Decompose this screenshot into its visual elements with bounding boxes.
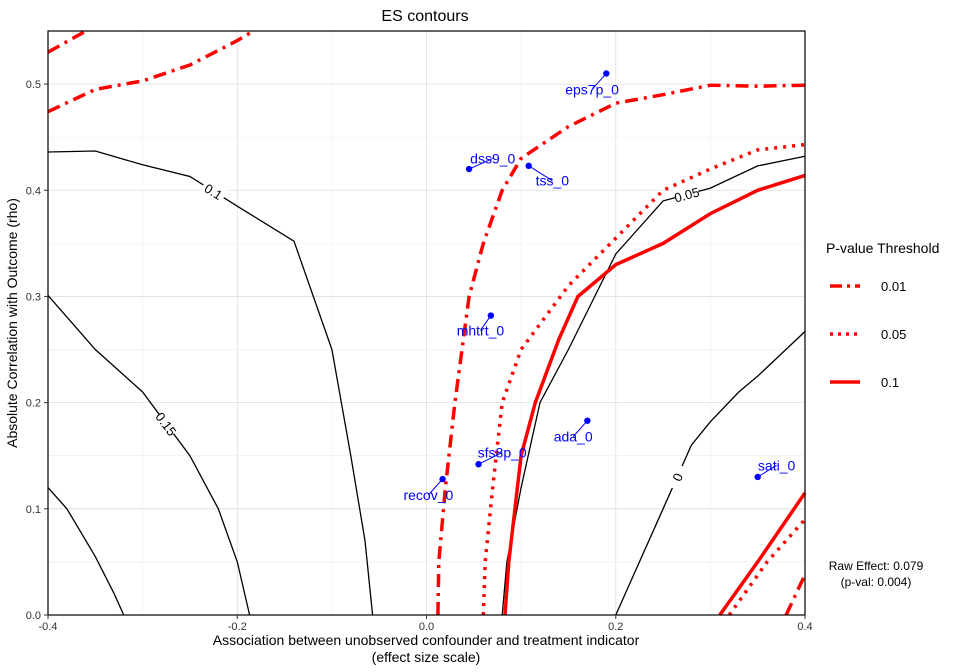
covariate-point (603, 70, 610, 77)
y-axis-label: Absolute Correlation with Outcome (rho) (4, 198, 20, 448)
legend-label: 0.01 (881, 279, 906, 294)
x-axis-label: Association between unobserved confounde… (213, 632, 640, 648)
raw-effect-annotation: Raw Effect: 0.079 (p-val: 0.004) (829, 559, 924, 589)
covariate-leader-line (528, 165, 553, 182)
legend-title: P-value Threshold (826, 240, 939, 256)
y-tick-label: 0.3 (26, 291, 41, 303)
covariate-point (584, 417, 591, 424)
threshold-line-0.01 (47, 29, 255, 114)
x-tick-label: 0.0 (419, 621, 434, 633)
x-tick-label: 0.2 (608, 621, 623, 633)
y-axis: 0.0 0.1 0.2 0.3 0.4 0.5 (26, 79, 48, 622)
covariate-label: ada_0 (554, 429, 593, 445)
y-tick-label: 0.5 (26, 79, 41, 91)
covariate-leader-line (591, 73, 607, 90)
y-tick-label: 0.2 (26, 398, 41, 410)
covariate-label: sfs8p_0 (478, 445, 527, 461)
legend-entry-0.05: 0.05 (830, 327, 906, 342)
contour-label: 0.05 (673, 184, 701, 205)
plot-area: 0.150.1 0.050 eps7p_0dss9_0tss_0mhtrt_0ad… (47, 29, 807, 617)
legend-label: 0.05 (881, 327, 906, 342)
covariate-leader-line (572, 420, 588, 437)
covariate-label: tss_0 (536, 173, 570, 189)
legend-entry-0.1: 0.1 (830, 375, 899, 390)
chart-title: ES contours (381, 8, 468, 25)
threshold-line-0.05 (727, 518, 807, 617)
es-contour-line (47, 150, 374, 616)
x-axis: -0.4 -0.2 0.0 0.2 0.4 (39, 615, 813, 633)
threshold-line-0.01 (47, 29, 87, 54)
covariate-point (487, 312, 495, 319)
covariate-label: dss9_0 (470, 150, 515, 166)
covariate-label: eps7p_0 (565, 81, 619, 97)
es-contour-line (47, 294, 251, 616)
p-value-threshold-lines (47, 29, 807, 617)
covariate-point (475, 461, 482, 468)
raw-effect-pval: (p-val: 0.004) (841, 575, 912, 589)
covariate-point (754, 473, 761, 481)
covariate-point (465, 165, 473, 173)
contour-label-bg (200, 178, 228, 203)
threshold-line-0.1 (718, 491, 807, 617)
threshold-line-0.01 (784, 573, 807, 616)
covariate-label: sati_0 (758, 457, 796, 473)
covariate-point (525, 162, 532, 170)
legend-label: 0.1 (881, 375, 899, 390)
covariate-leader-line (757, 464, 777, 478)
y-tick-label: 0.4 (26, 185, 41, 197)
covariate-points: eps7p_0 dss9_0 tss_0 mhtrt_0 ada_0 sfs8p_0rec… (403, 70, 796, 503)
legend: P-value Threshold 0.01 0.05 0.1 (826, 240, 939, 390)
raw-effect-text: Raw Effect: 0.079 (829, 559, 924, 573)
x-axis-label-line2: (effect size scale) (372, 649, 481, 665)
threshold-line-0.01 (436, 83, 806, 616)
y-tick-label: 0.1 (26, 504, 41, 516)
contour-label-bg (154, 409, 180, 438)
x-tick-label: -0.2 (228, 621, 247, 633)
covariate-label: recov_0 (403, 487, 453, 503)
threshold-line-0.1 (503, 173, 806, 616)
covariate-label: mhtrt_0 (457, 322, 505, 338)
contour-label-bg (673, 183, 700, 204)
x-tick-label: -0.4 (39, 621, 58, 633)
legend-entry-0.01: 0.01 (830, 279, 906, 294)
es-contour-line (47, 487, 125, 616)
y-tick-label: 0.0 (26, 610, 41, 622)
contour-label-bg (665, 462, 688, 491)
covariate-leader-line (468, 157, 493, 170)
covariate-point (439, 475, 446, 483)
covariate-leader-line (428, 478, 443, 496)
x-tick-label: 0.4 (797, 621, 812, 633)
covariate-leader-line (478, 452, 503, 465)
es-contour-line (615, 331, 806, 616)
